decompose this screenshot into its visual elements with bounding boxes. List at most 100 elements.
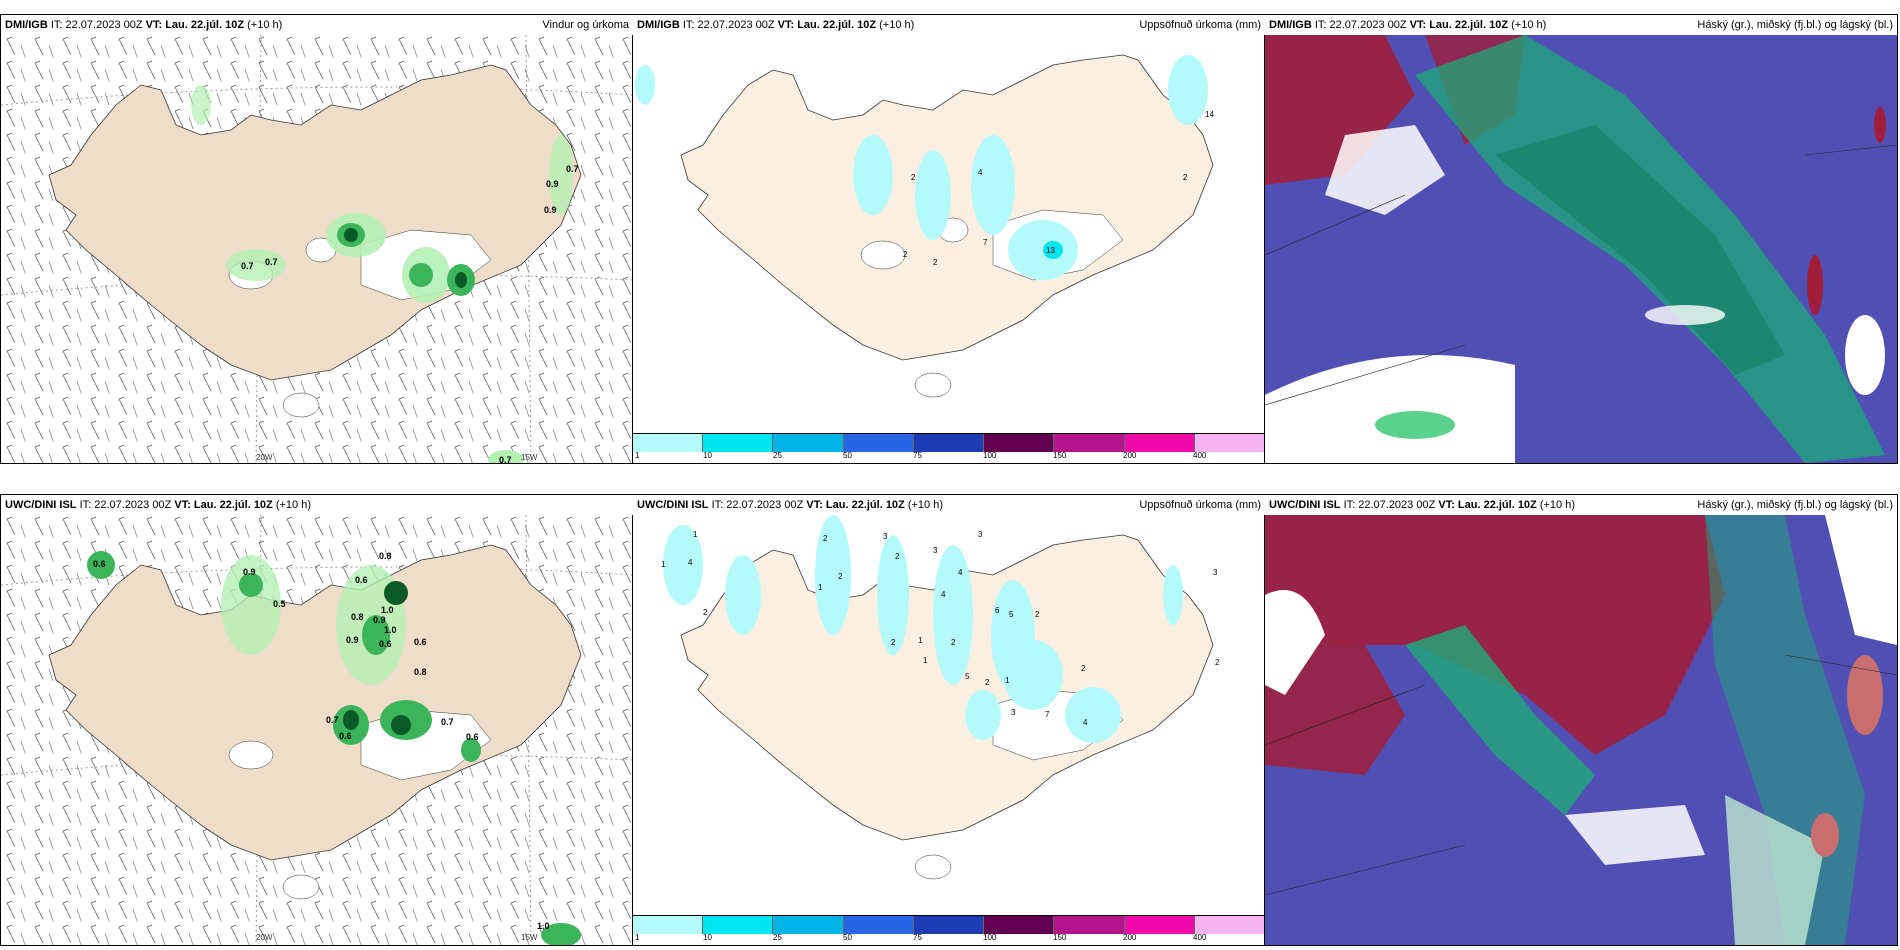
panel-title: Uppsöfnuð úrkoma (mm) <box>1139 19 1261 31</box>
model-name: UWC/DINI ISL <box>1269 499 1341 511</box>
valid-time: VT: Lau. 22.júl. 10Z <box>1409 19 1509 31</box>
model-name: UWC/DINI ISL <box>5 499 77 511</box>
svg-text:1: 1 <box>693 530 698 539</box>
valid-time: VT: Lau. 22.júl. 10Z <box>174 499 273 511</box>
valid-time: VT: Lau. 22.júl. 10Z <box>145 19 245 31</box>
svg-text:3: 3 <box>883 532 888 541</box>
svg-text:0.9: 0.9 <box>243 567 256 577</box>
lead-time: (+10 h) <box>907 499 944 511</box>
panel-dmi-accum: DMI/IGB IT: 22.07.2023 00Z VT: Lau. 22.j… <box>632 14 1266 464</box>
svg-text:0.6: 0.6 <box>339 731 352 741</box>
svg-text:2: 2 <box>1215 658 1220 667</box>
svg-text:0.7: 0.7 <box>499 455 512 463</box>
panel-uwc-accum: UWC/DINI ISL IT: 22.07.2023 00Z VT: Lau.… <box>632 494 1266 946</box>
accum-labels: 2 4 2 7 2 13 14 2 <box>903 110 1214 267</box>
cloud-map <box>1265 35 1897 463</box>
svg-text:2: 2 <box>933 258 938 267</box>
svg-text:0.8: 0.8 <box>379 551 392 561</box>
svg-text:0.9: 0.9 <box>373 615 386 625</box>
lon-label-20w: 20W <box>256 933 273 942</box>
svg-text:0.7: 0.7 <box>326 715 339 725</box>
svg-text:2: 2 <box>823 534 828 543</box>
svg-text:0.6: 0.6 <box>379 639 392 649</box>
svg-text:0.7: 0.7 <box>265 257 278 267</box>
svg-text:4: 4 <box>978 168 983 177</box>
svg-text:4: 4 <box>1083 718 1088 727</box>
color-scale-ticks: 1 10 25 50 75 100 150 200 400 <box>635 451 1207 460</box>
lon-label-15w: 15W <box>521 933 538 942</box>
init-time: IT: 22.07.2023 00Z <box>682 19 775 31</box>
svg-text:7: 7 <box>1045 710 1050 719</box>
color-scale <box>633 433 1265 452</box>
lead-time: (+10 h) <box>275 499 312 511</box>
svg-text:0.8: 0.8 <box>414 667 427 677</box>
svg-text:0.6: 0.6 <box>414 637 427 647</box>
panel-header: DMI/IGB IT: 22.07.2023 00Z VT: Lau. 22.j… <box>1 15 633 35</box>
svg-text:2: 2 <box>838 572 843 581</box>
panel-header: UWC/DINI ISL IT: 22.07.2023 00Z VT: Lau.… <box>1 495 633 515</box>
svg-text:0.6: 0.6 <box>93 559 106 569</box>
svg-text:5: 5 <box>965 672 970 681</box>
svg-text:2: 2 <box>895 552 900 561</box>
svg-text:14: 14 <box>1205 110 1214 119</box>
map-area: 1 1 4 2 2 3 2 3 4 3 2 1 4 5 6 2 2 1 1 2 <box>633 515 1265 915</box>
svg-text:0.7: 0.7 <box>441 717 454 727</box>
svg-text:2: 2 <box>951 638 956 647</box>
svg-text:5: 5 <box>1009 610 1014 619</box>
lon-label-20w: 20W <box>256 453 273 462</box>
svg-text:0.7: 0.7 <box>241 261 254 271</box>
iceland-land <box>48 64 582 381</box>
svg-text:0.6: 0.6 <box>466 732 479 742</box>
svg-text:3: 3 <box>1213 568 1218 577</box>
svg-text:3: 3 <box>978 530 983 539</box>
map-area: 0.6 0.9 0.8 1.0 0.6 0.5 0.9 0.8 0.9 0.6 … <box>1 515 633 945</box>
color-scale <box>633 915 1265 934</box>
svg-text:2: 2 <box>1035 610 1040 619</box>
svg-text:1.0: 1.0 <box>537 921 550 931</box>
svg-text:1: 1 <box>818 583 823 592</box>
svg-text:1.0: 1.0 <box>384 625 397 635</box>
svg-text:4: 4 <box>688 558 693 567</box>
map-area: 0.7 0.7 0.9 0.7 0.9 0.7 20W 15W <box>1 35 633 463</box>
svg-text:0.5: 0.5 <box>273 599 286 609</box>
cloud-map <box>1265 515 1897 945</box>
map-area <box>1265 515 1897 945</box>
init-time: IT: 22.07.2023 00Z <box>711 499 804 511</box>
svg-text:1: 1 <box>661 560 666 569</box>
svg-text:0.9: 0.9 <box>346 635 359 645</box>
wind-map: 0.6 0.9 0.8 1.0 0.6 0.5 0.9 0.8 0.9 0.6 … <box>1 515 633 945</box>
svg-text:2: 2 <box>1183 173 1188 182</box>
precip-labels: 0.7 0.7 0.9 0.7 0.9 0.7 <box>241 164 579 463</box>
map-area: 2 4 2 7 2 13 14 2 <box>633 35 1265 433</box>
svg-text:13: 13 <box>1046 246 1055 255</box>
valid-time: VT: Lau. 22.júl. 10Z <box>1438 499 1537 511</box>
color-scale-ticks: 1 10 25 50 75 100 150 200 400 <box>635 933 1207 942</box>
model-name: DMI/IGB <box>1269 19 1312 31</box>
svg-text:1: 1 <box>918 636 923 645</box>
init-time: IT: 22.07.2023 00Z <box>1314 19 1407 31</box>
svg-text:2: 2 <box>891 638 896 647</box>
panel-title: Uppsöfnuð úrkoma (mm) <box>1139 499 1261 511</box>
model-name: UWC/DINI ISL <box>637 499 709 511</box>
svg-text:0.9: 0.9 <box>546 179 559 189</box>
panel-uwc-clouds: UWC/DINI ISL IT: 22.07.2023 00Z VT: Lau.… <box>1264 494 1898 946</box>
svg-text:0.9: 0.9 <box>544 205 557 215</box>
svg-text:3: 3 <box>933 546 938 555</box>
svg-text:1: 1 <box>923 656 928 665</box>
svg-text:2: 2 <box>985 678 990 687</box>
init-time: IT: 22.07.2023 00Z <box>50 19 143 31</box>
model-name: DMI/IGB <box>637 19 680 31</box>
svg-text:2: 2 <box>703 608 708 617</box>
svg-text:0.7: 0.7 <box>566 164 579 174</box>
panel-title: Háský (gr.), miðský (fj.bl.) og lágský (… <box>1697 19 1893 31</box>
panel-uwc-wind: UWC/DINI ISL IT: 22.07.2023 00Z VT: Lau.… <box>0 494 634 946</box>
panel-dmi-clouds: DMI/IGB IT: 22.07.2023 00Z VT: Lau. 22.j… <box>1264 14 1898 464</box>
map-area <box>1265 35 1897 463</box>
panel-title: Háský (gr.), miðský (fj.bl.) og lágský (… <box>1697 499 1893 511</box>
init-time: IT: 22.07.2023 00Z <box>79 499 172 511</box>
lead-time: (+10 h) <box>1539 499 1576 511</box>
wind-map: 0.7 0.7 0.9 0.7 0.9 0.7 <box>1 35 633 463</box>
svg-text:2: 2 <box>1081 664 1086 673</box>
model-name: DMI/IGB <box>5 19 48 31</box>
lead-time: (+10 h) <box>1511 19 1547 31</box>
